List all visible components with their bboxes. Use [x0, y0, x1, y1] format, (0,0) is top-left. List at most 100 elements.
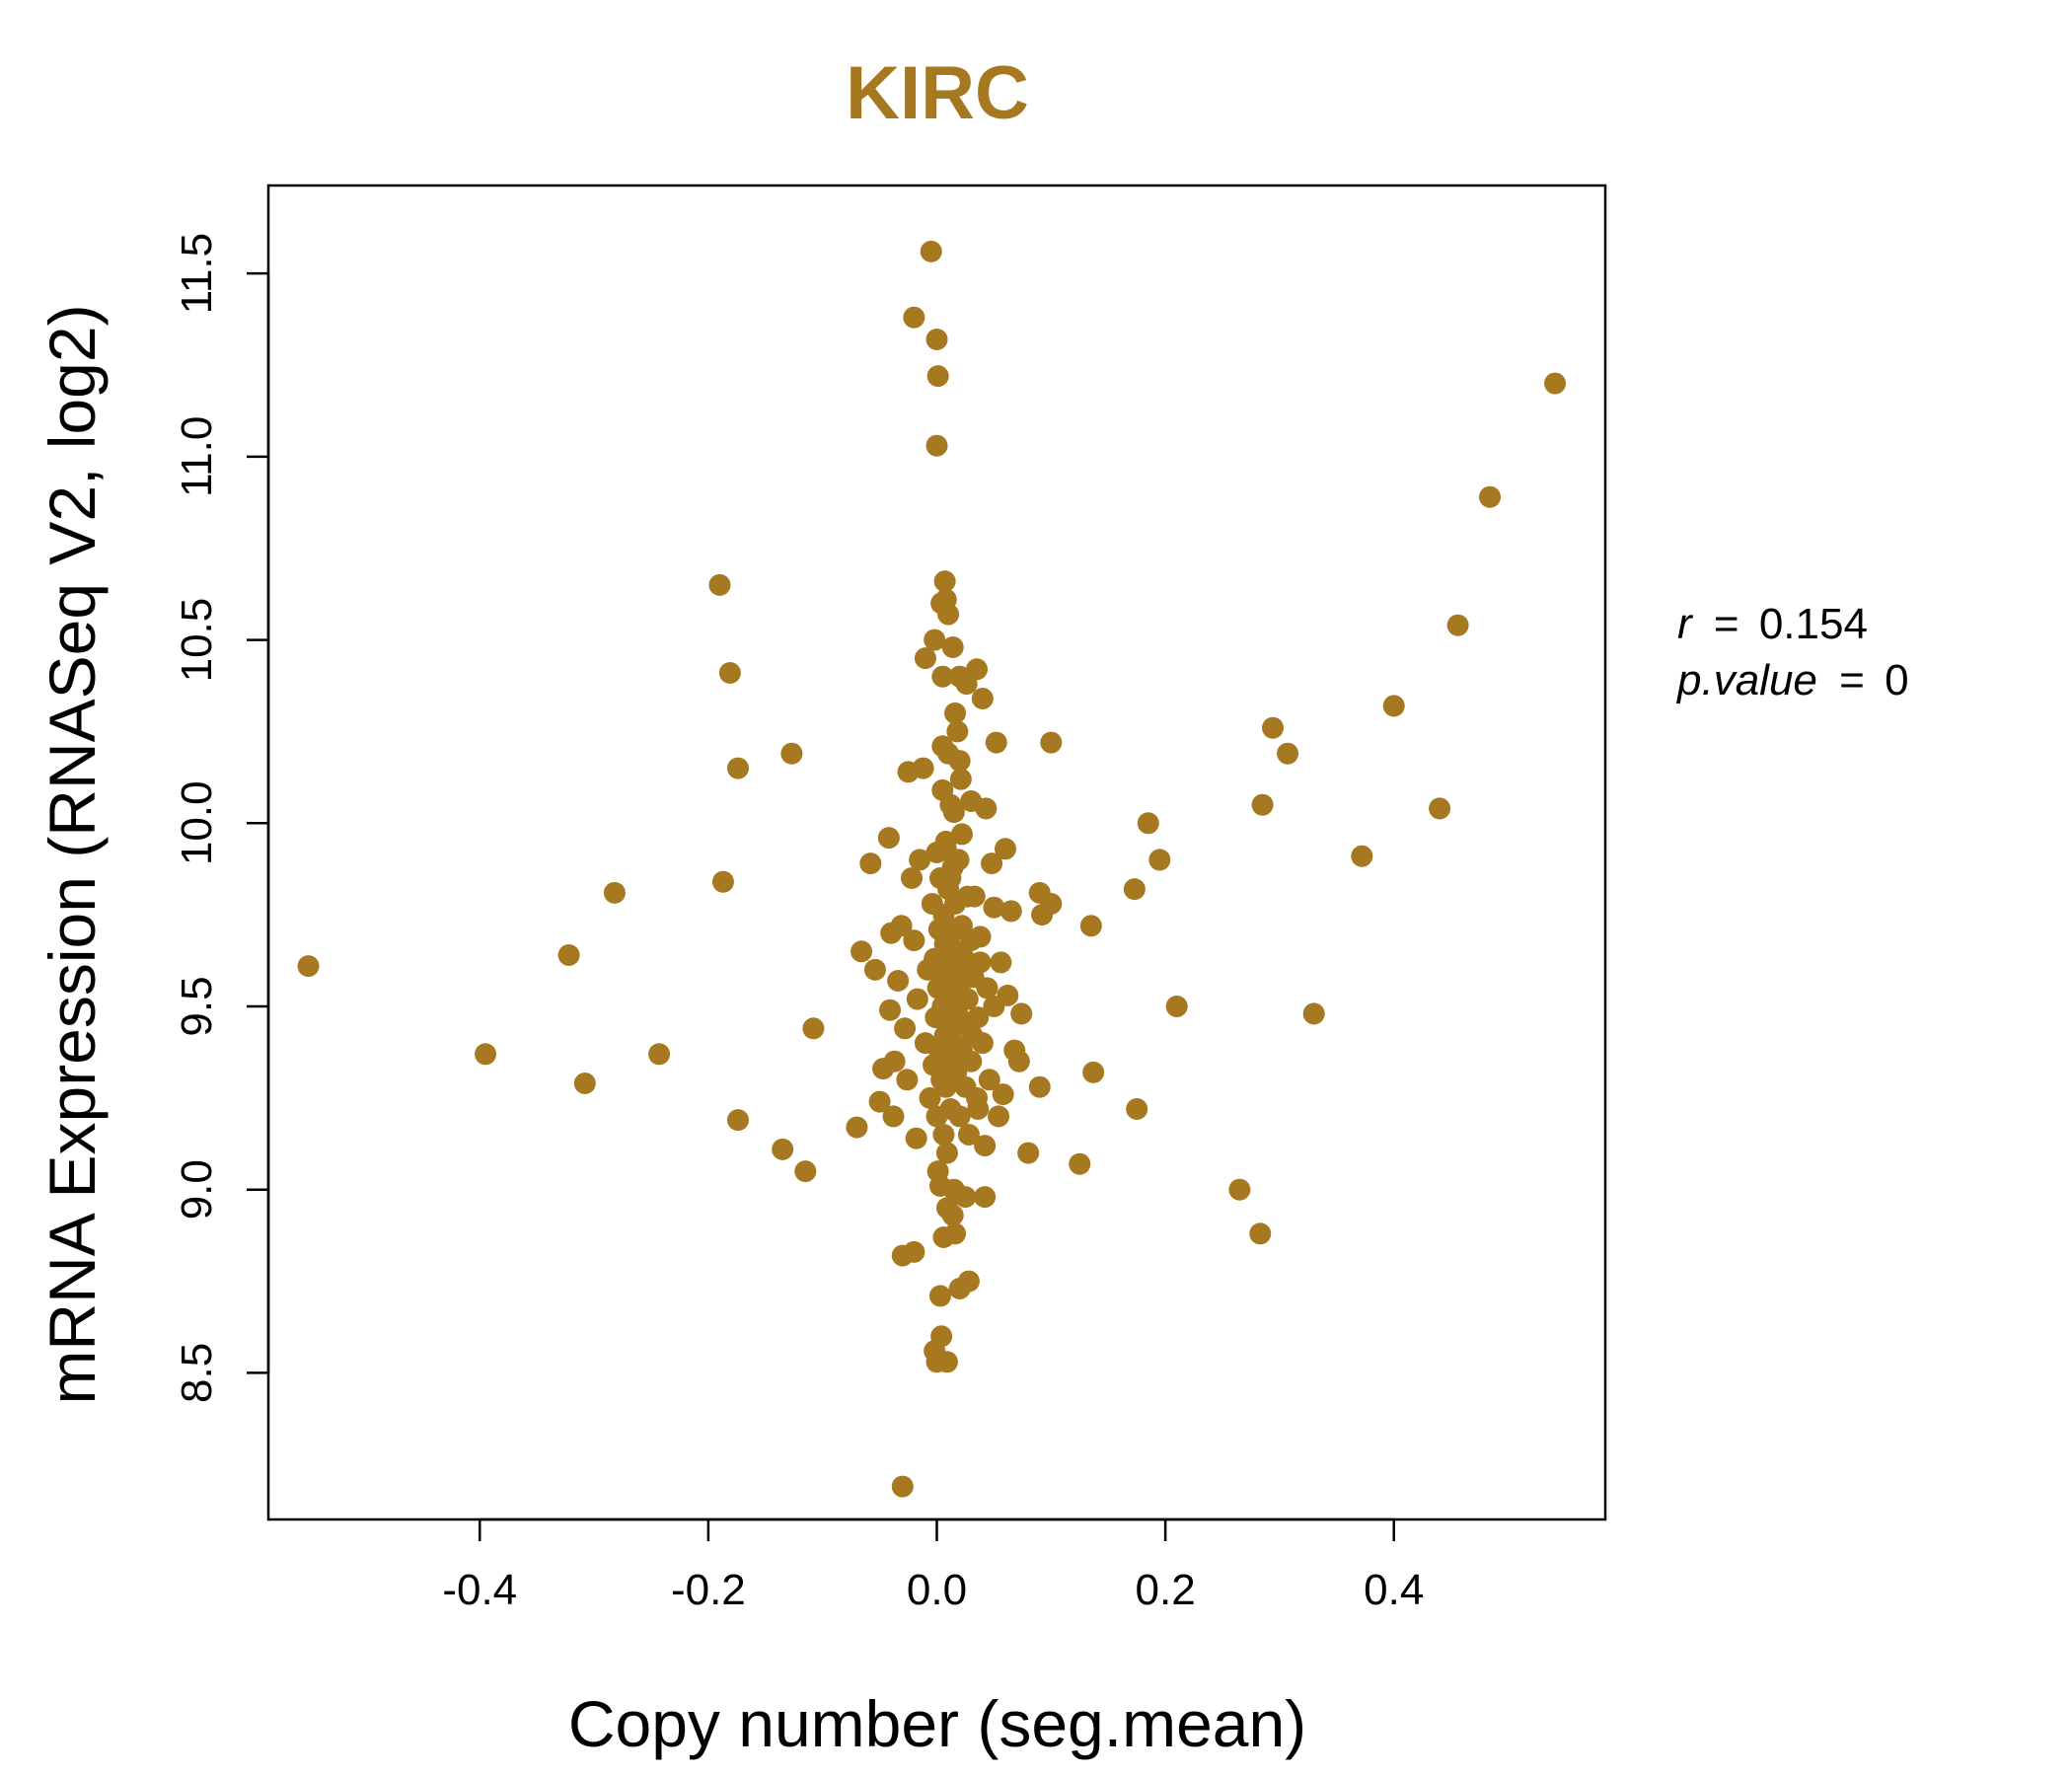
data-point — [974, 1135, 997, 1157]
data-point — [1302, 1002, 1325, 1025]
data-point — [901, 867, 924, 889]
data-point — [1429, 797, 1451, 820]
data-point — [988, 1105, 1010, 1128]
x-tick-label: -0.4 — [442, 1566, 517, 1614]
data-point — [802, 1017, 825, 1040]
y-axis-label: mRNA Expression (RNASeq V2, log2) — [36, 304, 109, 1404]
r-label: r — [1677, 600, 1694, 648]
data-point — [931, 665, 954, 688]
r-equals: = — [1714, 600, 1739, 648]
data-point — [948, 1105, 971, 1128]
data-point — [914, 647, 936, 670]
data-point — [920, 240, 942, 262]
r-value: 0.154 — [1759, 600, 1868, 648]
data-point — [903, 929, 925, 952]
stats-annotation: r = 0.154 p.value = 0 — [1675, 600, 1909, 704]
y-tick-label: 10.0 — [173, 780, 221, 865]
data-point — [475, 1043, 497, 1066]
data-point — [891, 1244, 914, 1267]
x-tick-label: 0.4 — [1364, 1566, 1424, 1614]
data-point — [1069, 1152, 1091, 1175]
data-point — [942, 801, 965, 824]
data-point — [983, 896, 1005, 919]
data-point — [925, 434, 948, 457]
data-point — [868, 1090, 891, 1113]
data-point — [863, 958, 886, 981]
data-point — [851, 940, 873, 963]
data-point — [1017, 1142, 1040, 1164]
data-point — [932, 1226, 955, 1248]
data-point — [953, 947, 976, 970]
data-point — [935, 1197, 958, 1220]
data-point — [969, 925, 992, 948]
data-point — [967, 1098, 990, 1120]
data-point — [935, 1351, 958, 1373]
x-tick-label: -0.2 — [671, 1566, 746, 1614]
data-point — [924, 629, 946, 651]
data-point — [976, 977, 999, 999]
data-point — [906, 988, 928, 1010]
data-point — [1277, 742, 1299, 765]
data-point — [999, 900, 1022, 923]
x-axis-label: Copy number (seg.mean) — [568, 1687, 1306, 1760]
data-point — [912, 757, 934, 779]
data-point — [919, 1086, 941, 1109]
data-point — [1126, 1098, 1148, 1120]
data-point — [957, 1270, 980, 1293]
data-points — [297, 240, 1567, 1498]
data-point — [925, 329, 948, 350]
x-tick-label: 0.2 — [1136, 1566, 1196, 1614]
data-point — [939, 867, 962, 889]
data-point — [981, 852, 1003, 875]
data-point — [573, 1073, 596, 1094]
p-value: 0 — [1885, 656, 1908, 704]
data-point — [971, 688, 994, 709]
data-point — [648, 1043, 671, 1066]
data-point — [961, 1024, 984, 1047]
data-point — [879, 999, 902, 1021]
y-tick-label: 10.5 — [173, 598, 221, 683]
data-point — [997, 984, 1019, 1006]
data-point — [935, 1142, 958, 1164]
y-tick-label: 9.5 — [173, 976, 221, 1036]
data-point — [954, 1186, 977, 1209]
data-point — [1479, 485, 1502, 508]
data-point — [974, 1186, 997, 1209]
data-point — [883, 1050, 906, 1073]
data-point — [794, 1160, 817, 1183]
data-point — [966, 658, 989, 681]
data-point — [941, 636, 964, 658]
data-point — [1028, 1075, 1051, 1098]
data-point — [1079, 915, 1102, 937]
data-point — [903, 306, 925, 329]
data-point — [1123, 878, 1146, 901]
y-tick-label: 9.0 — [173, 1159, 221, 1220]
data-point — [956, 988, 979, 1010]
data-point — [931, 778, 954, 801]
data-point — [297, 955, 320, 978]
data-point — [1040, 893, 1063, 915]
data-point — [994, 838, 1016, 860]
data-point — [1228, 1178, 1251, 1201]
y-tick-label: 8.5 — [173, 1343, 221, 1403]
data-point — [780, 742, 803, 765]
y-tick-label: 11.0 — [173, 416, 221, 497]
data-point — [1082, 1061, 1105, 1083]
data-point — [1382, 695, 1405, 717]
data-point — [960, 790, 983, 812]
data-point — [1261, 716, 1284, 739]
data-point — [1137, 812, 1159, 835]
data-point — [956, 885, 979, 908]
data-point — [711, 870, 734, 893]
data-point — [946, 720, 969, 743]
data-point — [846, 1116, 868, 1139]
data-point — [1040, 731, 1063, 754]
data-point — [1544, 372, 1567, 395]
data-point — [933, 570, 956, 593]
data-point — [859, 852, 882, 875]
data-point — [957, 1124, 980, 1146]
data-point — [1010, 1002, 1033, 1025]
chart-title: KIRC — [846, 51, 1029, 135]
data-point — [1148, 849, 1171, 871]
